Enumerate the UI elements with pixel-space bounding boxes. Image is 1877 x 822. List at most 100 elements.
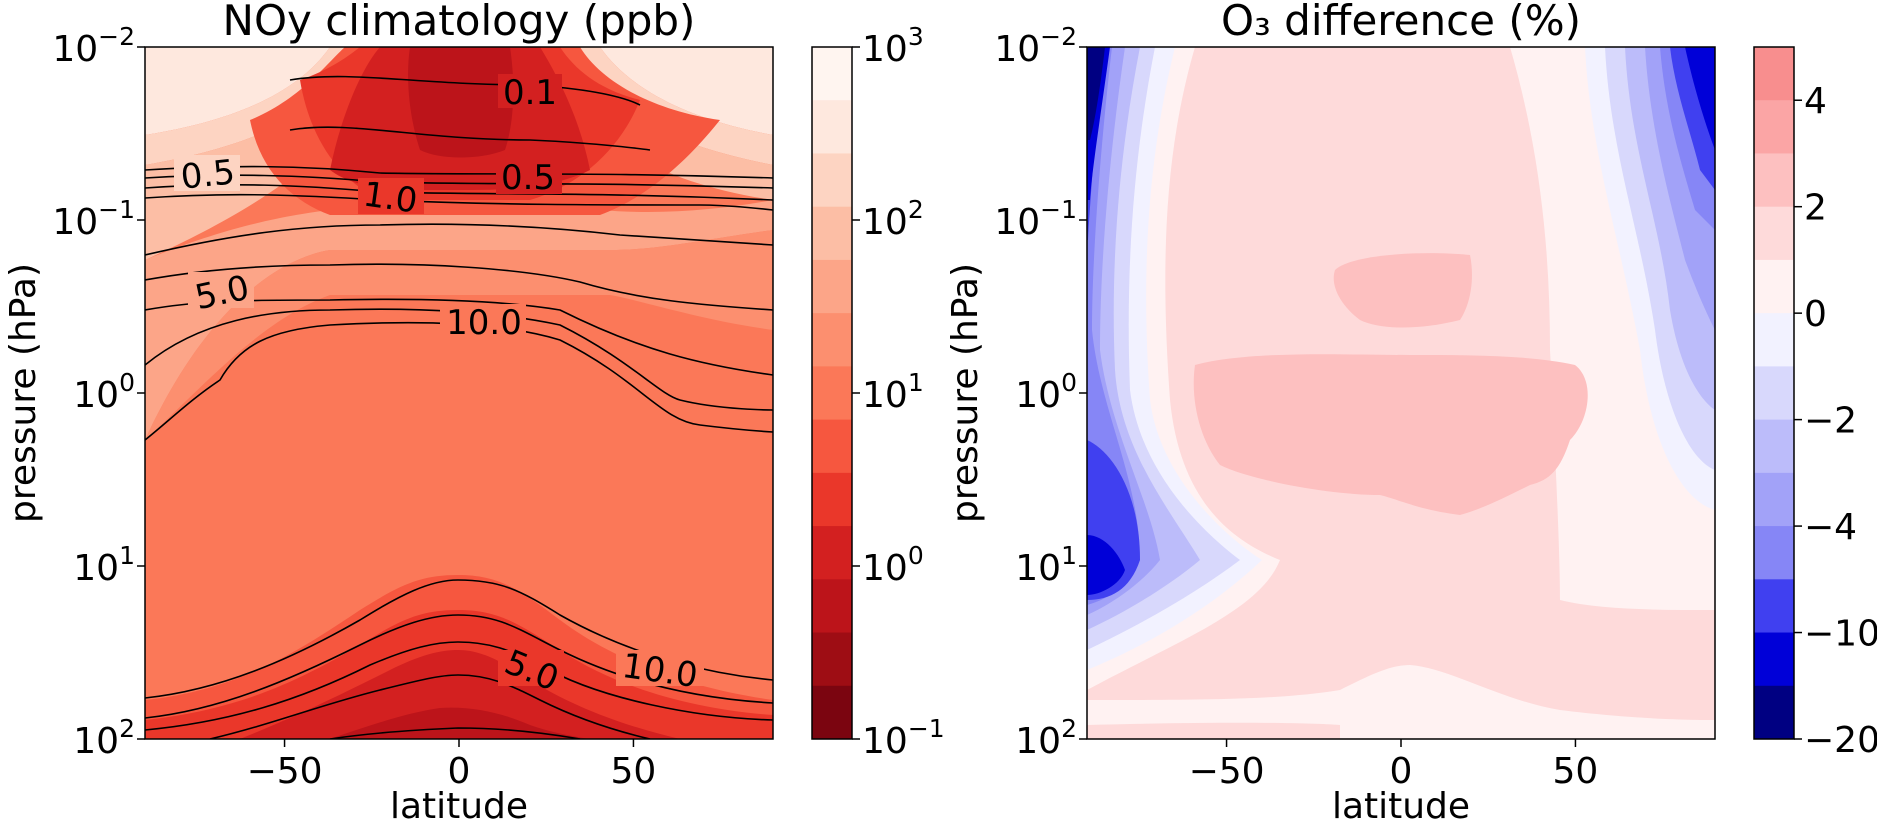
y-tick-label-base: 10 <box>52 29 98 70</box>
y-tick-label-exponent: 1 <box>119 541 135 570</box>
x-tick-label: 50 <box>611 751 657 792</box>
o3-colorbar-tick-label: −2 <box>1804 401 1857 442</box>
y-tick-label-base: 10 <box>994 202 1040 243</box>
noy-colorbar-band <box>812 47 852 101</box>
noy-colorbar-band <box>812 153 852 208</box>
noy-colorbar-tick-label: 102 <box>862 195 924 243</box>
noy-panel: NOy climatology (ppb) <box>3 0 945 822</box>
y-tick-label-exponent: 0 <box>1061 368 1077 397</box>
y-tick-label: 102 <box>73 714 135 762</box>
noy-band-lightest <box>145 47 330 135</box>
o3-bottom-light-area <box>1087 665 1715 739</box>
noy-colorbar-tick-label-base: 10 <box>862 548 908 589</box>
noy-colorbar-band <box>812 259 852 314</box>
noy-colorbar-tick-label: 10−1 <box>862 714 945 762</box>
noy-colorbar-band <box>812 206 852 261</box>
noy-colorbar-tick-label: 101 <box>862 368 924 416</box>
o3-colorbar-band <box>1754 472 1794 527</box>
noy-colorbar-tick-label-base: 10 <box>862 202 908 243</box>
o3-colorbar-tick-label: −10 <box>1804 614 1877 655</box>
noy-colorbar-band <box>812 579 852 634</box>
o3-colorbar-band <box>1754 153 1794 208</box>
o3-colorbar-band <box>1754 685 1794 740</box>
o3-left-band-7 <box>1087 47 1140 600</box>
y-tick-label: 10−1 <box>52 195 135 243</box>
noy-title: NOy climatology (ppb) <box>223 0 696 45</box>
o3-bottom-edge-strip <box>1087 722 1340 739</box>
noy-colorbar-tick-label-exponent: 3 <box>908 22 924 51</box>
noy-plot-area: 0.1 0.5 0.5 1.0 5.0 10.0 5.0 10.0 <box>145 47 773 739</box>
y-tick-label-base: 10 <box>1015 548 1061 589</box>
noy-colorbar-tick-label-base: 10 <box>862 721 908 762</box>
noy-band-coral <box>145 230 773 440</box>
o3-colorbar-band <box>1754 419 1794 474</box>
y-tick-label-exponent: −2 <box>98 22 135 51</box>
o3-title: O₃ difference (%) <box>1221 0 1581 45</box>
noy-lower-band-3 <box>240 650 680 739</box>
o3-colorbar-tick-label: 0 <box>1804 294 1827 335</box>
y-tick-label-exponent: 2 <box>1061 714 1077 743</box>
noy-colorbar-band <box>812 526 852 580</box>
o3-colorbar-band <box>1754 100 1794 154</box>
y-tick-label-base: 10 <box>1015 375 1061 416</box>
noy-colorbar-tick-label-base: 10 <box>862 375 908 416</box>
o3-plot-area <box>1087 47 1715 739</box>
o3-panel: O₃ difference (%) <box>945 0 1877 822</box>
o3-colorbar-band <box>1754 259 1794 314</box>
noy-contour-label-0-5-center: 0.5 <box>501 158 555 198</box>
x-tick-label: −50 <box>247 751 323 792</box>
o3-xlabel: latitude <box>1332 786 1470 822</box>
o3-colorbar-tick-label: −4 <box>1804 507 1857 548</box>
noy-colorbar-tick-label: 100 <box>862 541 924 589</box>
o3-colorbar-band <box>1754 526 1794 580</box>
y-tick-label-exponent: −1 <box>1040 195 1077 224</box>
noy-colorbar-tick-label-base: 10 <box>862 29 908 70</box>
noy-colorbar-tick-label-exponent: 1 <box>908 368 924 397</box>
y-tick-label-exponent: −2 <box>1040 22 1077 51</box>
o3-colorbar-band <box>1754 632 1794 687</box>
y-tick-label: 100 <box>73 368 135 416</box>
noy-colorbar-band <box>812 366 852 421</box>
y-tick-label: 102 <box>1015 714 1077 762</box>
noy-contour-label-0-5-left: 0.5 <box>179 152 237 197</box>
y-tick-label: 101 <box>1015 541 1077 589</box>
y-tick-label-base: 10 <box>1015 721 1061 762</box>
o3-left-band-9 <box>1087 47 1105 140</box>
o3-ylabel: pressure (hPa) <box>945 263 986 523</box>
noy-colorbar-tick-label: 103 <box>862 22 924 70</box>
noy-colorbar-band <box>812 313 852 367</box>
noy-ylabel: pressure (hPa) <box>3 263 44 523</box>
noy-upper-core-4 <box>408 47 514 158</box>
o3-colorbar-band <box>1754 313 1794 367</box>
y-tick-label: 100 <box>1015 368 1077 416</box>
y-tick-label-base: 10 <box>994 29 1040 70</box>
noy-band-salmon <box>145 200 773 440</box>
y-tick-label-exponent: −1 <box>98 195 135 224</box>
y-tick-label-exponent: 2 <box>119 714 135 743</box>
o3-colorbar-frame <box>1753 46 1795 740</box>
y-tick-label-base: 10 <box>73 375 119 416</box>
noy-colorbar-band <box>812 632 852 687</box>
o3-colorbar-band <box>1754 47 1794 101</box>
o3-colorbar-tick-label: 4 <box>1804 81 1827 122</box>
o3-colorbar-tick-label: −20 <box>1804 720 1877 761</box>
o3-colorbar-tick-label: 2 <box>1804 188 1827 229</box>
noy-colorbar-band <box>812 685 852 740</box>
noy-colorbar-tick-label-exponent: 2 <box>908 195 924 224</box>
o3-colorbar-bands <box>1754 47 1794 740</box>
y-tick-label: 10−2 <box>52 22 135 70</box>
x-tick-label: −50 <box>1189 751 1265 792</box>
noy-contour-label-10-0-upper: 10.0 <box>446 303 522 343</box>
noy-contour-label-1-0: 1.0 <box>361 174 420 221</box>
o3-colorbar-ticks: 4 2 0 −2 −4 −10 −20 <box>1794 81 1877 761</box>
y-tick-label-exponent: 0 <box>119 368 135 397</box>
noy-colorbar-bands <box>812 47 852 740</box>
o3-right-band-8 <box>1685 47 1715 150</box>
noy-colorbar-band <box>812 419 852 474</box>
x-tick-label: 50 <box>1553 751 1599 792</box>
